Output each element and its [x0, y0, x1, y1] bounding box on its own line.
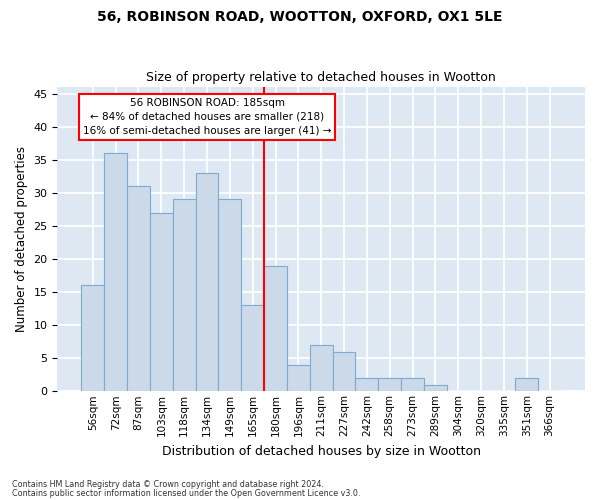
Bar: [515, 378, 538, 392]
Bar: [104, 153, 127, 392]
Bar: [218, 200, 241, 392]
Bar: [355, 378, 379, 392]
Text: 56 ROBINSON ROAD: 185sqm
← 84% of detached houses are smaller (218)
16% of semi-: 56 ROBINSON ROAD: 185sqm ← 84% of detach…: [83, 98, 331, 136]
Bar: [82, 286, 104, 392]
Text: Contains public sector information licensed under the Open Government Licence v3: Contains public sector information licen…: [12, 488, 361, 498]
Bar: [287, 365, 310, 392]
Bar: [173, 200, 196, 392]
Text: Contains HM Land Registry data © Crown copyright and database right 2024.: Contains HM Land Registry data © Crown c…: [12, 480, 324, 489]
Bar: [424, 384, 447, 392]
Title: Size of property relative to detached houses in Wootton: Size of property relative to detached ho…: [146, 72, 496, 85]
Bar: [127, 186, 150, 392]
Bar: [401, 378, 424, 392]
Bar: [332, 352, 355, 392]
Bar: [379, 378, 401, 392]
Bar: [264, 266, 287, 392]
Bar: [241, 306, 264, 392]
Bar: [150, 212, 173, 392]
Bar: [310, 345, 332, 392]
Text: 56, ROBINSON ROAD, WOOTTON, OXFORD, OX1 5LE: 56, ROBINSON ROAD, WOOTTON, OXFORD, OX1 …: [97, 10, 503, 24]
Bar: [196, 173, 218, 392]
Y-axis label: Number of detached properties: Number of detached properties: [15, 146, 28, 332]
X-axis label: Distribution of detached houses by size in Wootton: Distribution of detached houses by size …: [162, 444, 481, 458]
